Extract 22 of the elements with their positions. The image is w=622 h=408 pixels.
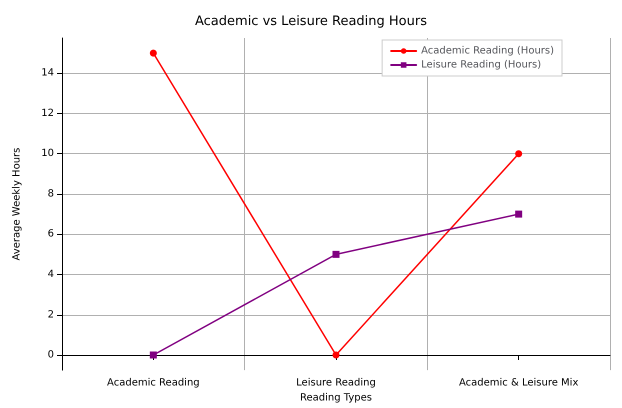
x-tick-label: Academic & Leisure Mix (458, 378, 578, 389)
point (515, 210, 522, 218)
point (332, 352, 340, 359)
y-tick-label: 14 (41, 68, 54, 79)
point (515, 150, 522, 158)
y-tick-label: 8 (48, 188, 54, 200)
y-tick-label: 12 (41, 108, 54, 119)
chart-title: Academic vs Leisure Reading Hours (195, 14, 428, 29)
point (332, 250, 340, 258)
x-tick-label: Academic Reading (107, 378, 200, 389)
legend-label: Leisure Reading (Hours) (421, 60, 542, 70)
y-tick-label: 4 (48, 268, 54, 280)
x-tick-label: Leisure Reading (296, 378, 376, 389)
x-axis-title: Reading Types (300, 392, 372, 404)
y-tick-label: 6 (48, 228, 54, 240)
y-tick-label: 10 (41, 148, 54, 160)
y-tick-label: 2 (48, 309, 54, 320)
point (150, 352, 157, 359)
y-tick-label: 0 (48, 350, 54, 361)
legend-label: Academic Reading (Hours) (421, 46, 554, 56)
y-axis-title: Average Weekly Hours (12, 148, 22, 260)
point (150, 50, 157, 57)
